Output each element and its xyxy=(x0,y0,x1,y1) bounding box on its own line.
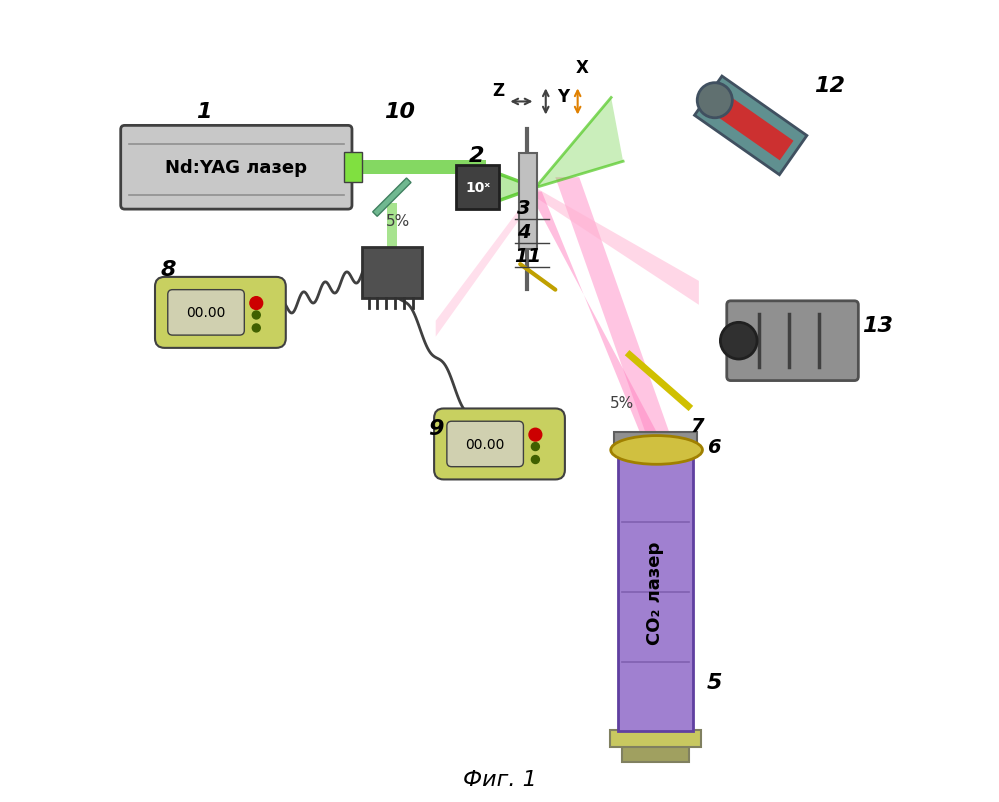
Bar xyxy=(519,154,537,249)
Text: 3: 3 xyxy=(517,199,530,218)
Polygon shape xyxy=(535,188,699,306)
Text: Фиг. 1: Фиг. 1 xyxy=(463,769,536,789)
Circle shape xyxy=(253,312,261,319)
Text: 8: 8 xyxy=(161,259,176,279)
Bar xyxy=(613,433,697,453)
Text: 5%: 5% xyxy=(387,214,411,229)
Text: Y: Y xyxy=(556,88,569,107)
Text: 13: 13 xyxy=(862,316,893,336)
Circle shape xyxy=(529,429,541,441)
Bar xyxy=(609,730,701,747)
Text: 6: 6 xyxy=(707,438,720,457)
Text: 9: 9 xyxy=(428,419,444,439)
Text: 12: 12 xyxy=(814,76,845,96)
Bar xyxy=(456,166,500,210)
Polygon shape xyxy=(529,192,666,451)
Text: 2: 2 xyxy=(470,146,485,166)
Text: 00.00: 00.00 xyxy=(466,437,504,452)
Text: 5: 5 xyxy=(707,672,722,691)
FancyArrow shape xyxy=(373,179,411,217)
Text: Z: Z xyxy=(492,82,503,100)
Text: 5%: 5% xyxy=(609,395,633,411)
FancyBboxPatch shape xyxy=(121,126,352,210)
Bar xyxy=(617,453,693,731)
FancyBboxPatch shape xyxy=(168,290,245,336)
Circle shape xyxy=(531,456,539,464)
Polygon shape xyxy=(436,188,535,338)
Circle shape xyxy=(250,298,263,310)
Bar xyxy=(621,744,689,762)
FancyBboxPatch shape xyxy=(435,409,564,480)
FancyArrow shape xyxy=(363,161,486,175)
FancyBboxPatch shape xyxy=(726,302,858,381)
Text: 10ˣ: 10ˣ xyxy=(465,181,491,195)
Bar xyxy=(344,153,362,183)
Polygon shape xyxy=(535,99,623,188)
FancyBboxPatch shape xyxy=(155,277,286,348)
Polygon shape xyxy=(694,77,807,176)
Bar xyxy=(363,247,423,299)
Circle shape xyxy=(253,325,261,333)
Polygon shape xyxy=(555,178,675,449)
Circle shape xyxy=(531,443,539,451)
Text: 11: 11 xyxy=(514,247,541,265)
Ellipse shape xyxy=(610,436,702,464)
Circle shape xyxy=(720,323,757,359)
Text: 1: 1 xyxy=(197,103,212,122)
Polygon shape xyxy=(708,91,793,161)
Text: 7: 7 xyxy=(691,416,704,435)
Text: 4: 4 xyxy=(517,223,530,241)
Text: 00.00: 00.00 xyxy=(187,306,226,320)
Text: X: X xyxy=(575,59,588,77)
Text: CO₂ лазер: CO₂ лазер xyxy=(646,541,664,644)
Text: 10: 10 xyxy=(384,103,415,122)
Polygon shape xyxy=(632,433,678,451)
Polygon shape xyxy=(500,175,535,201)
Text: Nd:YAG лазер: Nd:YAG лазер xyxy=(166,159,308,177)
FancyArrow shape xyxy=(387,204,397,283)
FancyBboxPatch shape xyxy=(447,422,523,467)
Circle shape xyxy=(697,83,732,119)
